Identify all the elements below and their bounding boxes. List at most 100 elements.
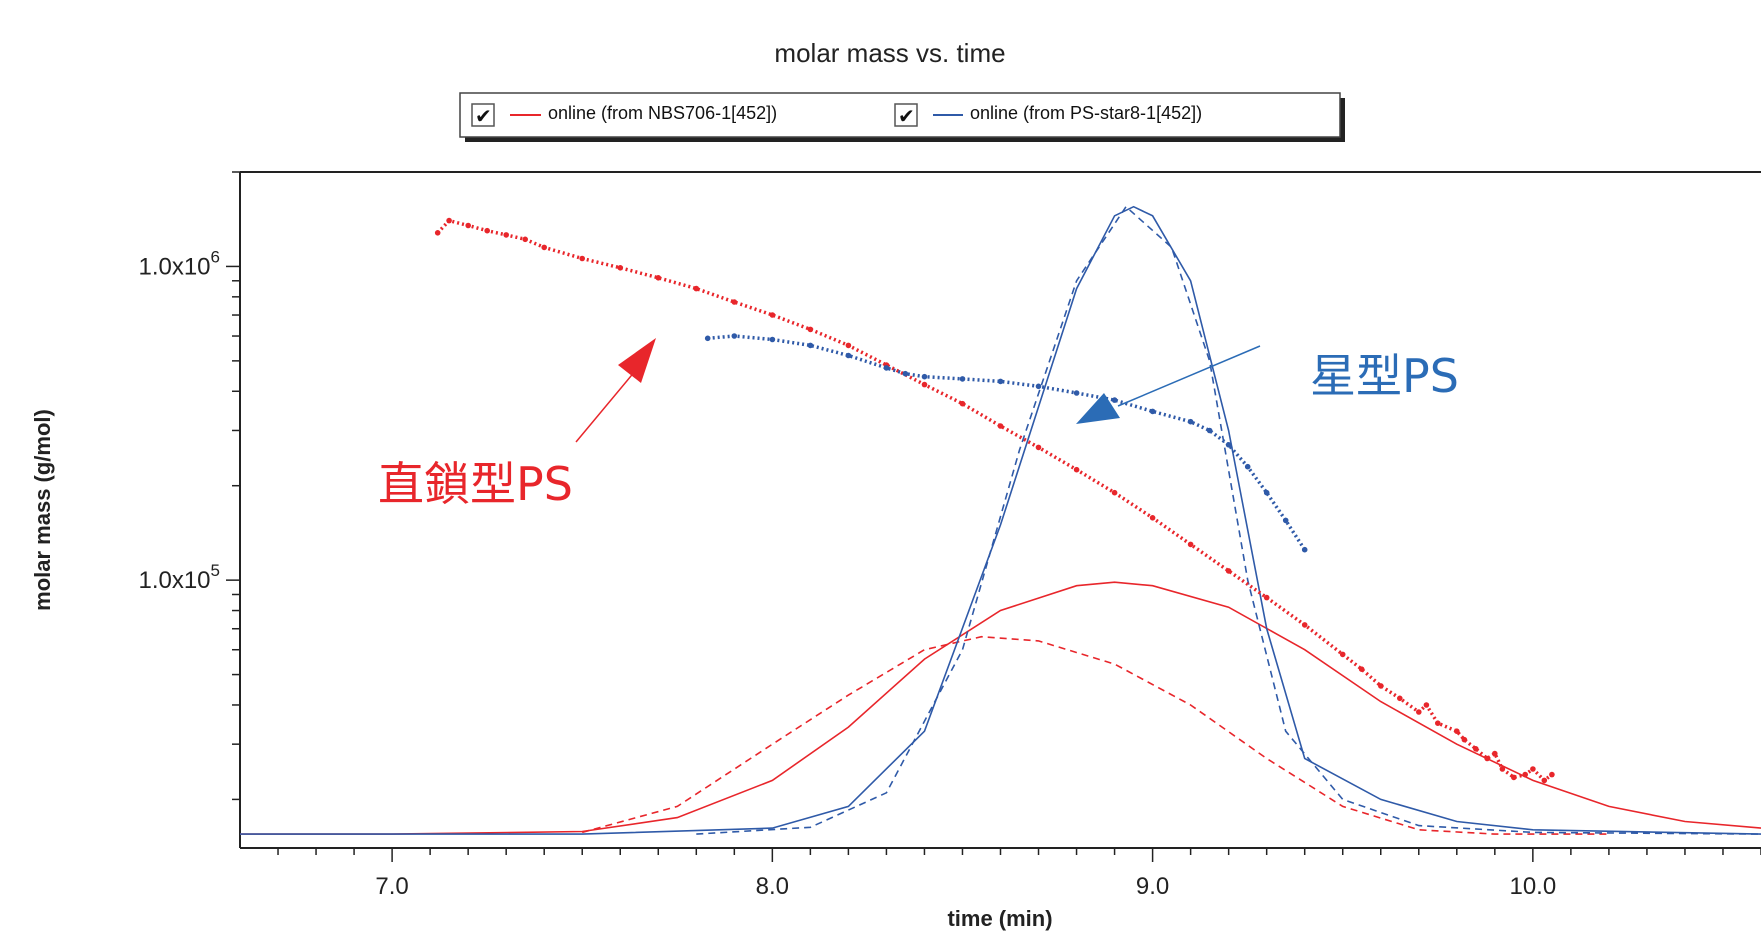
data-point [484,227,491,234]
data-point [1073,466,1080,473]
data-point [541,244,547,251]
series-4-curve [240,205,1761,835]
annotation-arrow-line [1117,345,1261,407]
data-point [1454,728,1460,734]
data-point [1484,755,1490,762]
data-point [1206,427,1213,434]
data-point [1416,709,1422,715]
data-point [997,378,1004,385]
y-tick-label: 1.0x106 [138,247,220,280]
series-3-curve [581,635,1609,835]
data-point [503,232,510,238]
arrow-head-icon [618,338,656,383]
legend-entry-ps-star8[interactable]: ✔ online (from PS-star8-1[452]) [894,103,1202,128]
arrow-head-icon [1076,393,1120,424]
data-point [704,335,711,342]
data-point [1301,546,1308,553]
data-point [769,312,776,318]
check-icon: ✔ [475,104,492,128]
data-point [845,342,852,349]
y-tick-label: 1.0x105 [138,561,220,594]
annotation-label: 直鎖型PS [378,457,573,511]
data-point [1149,515,1156,521]
data-point [807,326,814,333]
data-point [1244,463,1251,470]
data-point [1473,746,1479,752]
data-point [1225,568,1232,574]
data-point [1378,683,1384,689]
x-tick-label: 7.0 [375,873,408,900]
data-point [1423,702,1430,708]
check-icon: ✔ [898,104,915,128]
data-point [807,342,814,349]
series-layer [240,205,1761,835]
data-point [1522,771,1528,778]
series-5-curve [696,205,1761,835]
data-point [1187,541,1194,548]
data-point [959,376,966,382]
data-point [655,275,662,281]
data-point [1035,383,1042,390]
data-point [921,381,928,388]
data-point [1435,720,1441,726]
data-point [997,423,1004,429]
data-point [1073,390,1080,396]
data-point [1492,750,1498,757]
data-point [1225,442,1232,448]
data-point [731,333,738,339]
data-point [1263,594,1270,601]
chart-title: molar mass vs. time [774,38,1005,68]
data-point [845,352,852,359]
series-1-markers [704,333,1308,553]
data-point [1282,517,1289,524]
data-point [579,255,585,262]
x-axis: 7.0 8.0 9.0 10.0 [277,848,1761,900]
series-line [707,334,1307,551]
data-point [1339,651,1346,658]
legend: ✔ online (from NBS706-1[452]) ✔ online (… [459,92,1345,142]
legend-checkbox[interactable] [471,103,495,127]
legend-label: online (from NBS706-1[452]) [548,103,777,123]
data-point [1111,489,1118,496]
data-point [1549,771,1555,778]
data-point [1301,622,1308,628]
data-point [902,370,909,377]
data-point [1530,766,1536,772]
data-point [1499,766,1506,772]
data-point [769,336,776,343]
y-axis: 1.0x106 1.0x105 [138,171,240,801]
series-0-markers [434,217,1555,784]
data-point [1358,666,1365,672]
data-point [1541,777,1548,784]
annotation-label: 星型PS [1310,349,1459,403]
data-point [434,230,441,236]
legend-entry-nbs706[interactable]: ✔ online (from NBS706-1[452]) [471,103,777,128]
annotation-star-ps: 星型PS [1076,345,1459,424]
data-point [1461,736,1468,743]
data-point [1511,774,1517,781]
data-point [1187,418,1194,425]
data-point [1035,444,1042,451]
data-point [921,373,928,380]
data-point [617,265,624,271]
legend-checkbox[interactable] [894,103,918,127]
x-tick-label: 8.0 [756,873,789,900]
legend-label: online (from PS-star8-1[452]) [970,103,1202,123]
data-point [731,299,738,305]
data-point [959,400,966,407]
x-tick-label: 9.0 [1136,873,1169,900]
x-tick-label: 10.0 [1509,873,1556,900]
data-point [1397,695,1403,702]
data-point [883,365,890,371]
data-point [522,236,528,243]
y-axis-label: molar mass (g/mol) [30,409,55,611]
annotation-arrow-line [575,369,637,443]
data-point [446,217,452,224]
data-point [465,222,472,229]
annotation-linear-ps: 直鎖型PS [378,338,656,511]
series-line [436,218,1553,783]
data-point [1111,397,1118,403]
data-point [693,285,700,292]
series-2-curve [240,581,1761,835]
